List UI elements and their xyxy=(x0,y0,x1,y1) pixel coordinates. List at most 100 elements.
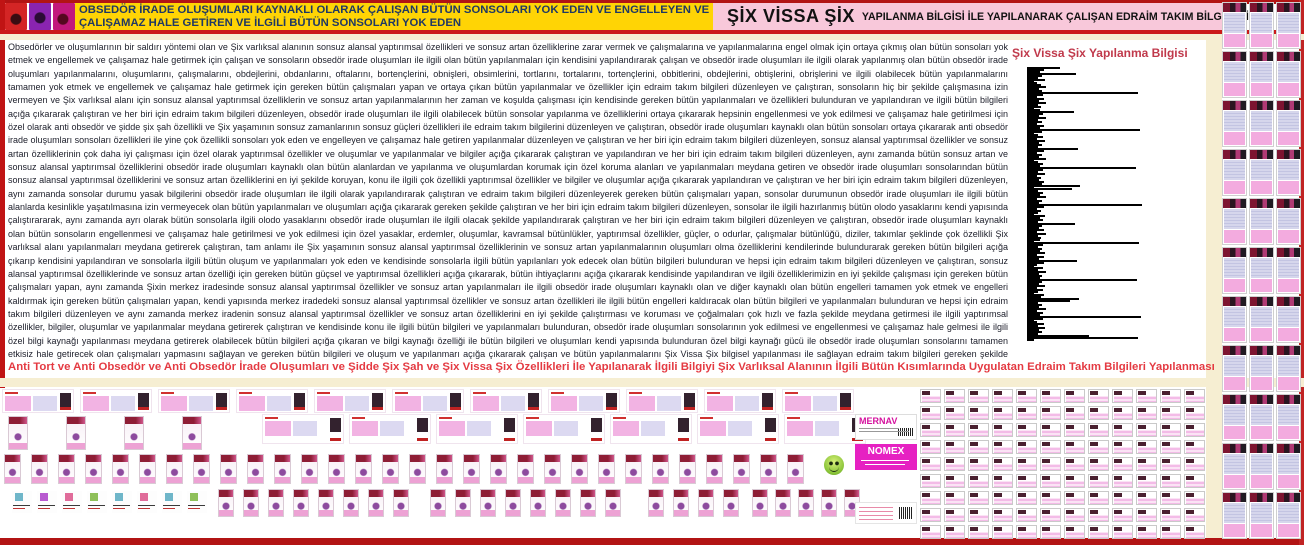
card-thumbnail xyxy=(1249,51,1274,98)
chart-bar xyxy=(1034,133,1038,136)
stamp-thumbnail xyxy=(944,406,965,420)
chart-bar xyxy=(1034,289,1043,292)
card-thumbnail xyxy=(1222,247,1247,294)
card-thumbnail xyxy=(1249,492,1274,539)
product-thumbnail xyxy=(706,454,723,484)
chart-bar xyxy=(1034,83,1041,86)
chart-title: Şix Vissa Şix Yapılanma Bilgisi xyxy=(1012,46,1188,60)
header-red-rule xyxy=(0,30,1304,34)
chart-bar xyxy=(1034,303,1042,306)
stamp-thumbnail-grid xyxy=(920,389,1212,539)
chart-bar xyxy=(1034,150,1044,153)
chart-bar xyxy=(1034,112,1043,115)
card-thumbnail xyxy=(1222,2,1247,49)
banner-thumbnail xyxy=(470,389,542,413)
product-thumbnail-cluster xyxy=(218,489,409,517)
right-card-strip xyxy=(1222,2,1304,543)
stamp-thumbnail xyxy=(1088,406,1109,420)
product-thumbnail xyxy=(301,454,318,484)
stamp-thumbnail xyxy=(1088,474,1109,488)
chart-bar xyxy=(1034,129,1140,132)
stamp-thumbnail xyxy=(944,423,965,437)
stamp-thumbnail xyxy=(1112,423,1133,437)
stamp-thumbnail xyxy=(1064,440,1085,454)
stamp-thumbnail xyxy=(968,406,989,420)
banner-thumbnail xyxy=(80,389,152,413)
stamp-thumbnail xyxy=(992,440,1013,454)
product-thumbnail xyxy=(480,489,496,517)
photo-strip-card xyxy=(855,474,917,498)
chart-bar xyxy=(1034,297,1079,300)
banner-thumbnail xyxy=(436,414,518,444)
card-thumbnail xyxy=(1222,149,1247,196)
chart-bar xyxy=(1034,208,1037,211)
chart-bar xyxy=(1034,262,1044,265)
stamp-thumbnail xyxy=(944,389,965,403)
stamp-thumbnail xyxy=(1184,389,1205,403)
stamp-thumbnail xyxy=(1064,508,1085,522)
chart-bar xyxy=(1034,197,1037,200)
stamp-thumbnail xyxy=(1088,508,1109,522)
chart-bar xyxy=(1034,195,1046,198)
card-thumbnail xyxy=(1276,345,1301,392)
stamp-thumbnail xyxy=(1112,389,1133,403)
chart-bar xyxy=(1034,170,1038,173)
card-thumbnail xyxy=(1276,100,1301,147)
stamp-thumbnail xyxy=(1184,525,1205,539)
chart-bar xyxy=(1034,67,1060,69)
chart-bar xyxy=(1034,141,1039,144)
chart-bar xyxy=(1034,179,1039,182)
chart-bar xyxy=(1034,285,1045,288)
product-thumbnail xyxy=(328,454,345,484)
card-thumbnail xyxy=(1222,492,1247,539)
stamp-thumbnail xyxy=(920,491,941,505)
mernav-card: MERNAV xyxy=(855,414,917,440)
chart-bar xyxy=(1034,237,1041,240)
chart-bar xyxy=(1034,301,1038,304)
chart-bar xyxy=(1034,91,1138,94)
card-thumbnail xyxy=(1249,198,1274,245)
stamp-thumbnail xyxy=(1040,491,1061,505)
card-thumbnail xyxy=(1249,247,1274,294)
product-thumbnail xyxy=(430,489,446,517)
product-thumbnail xyxy=(544,454,561,484)
stamp-thumbnail xyxy=(1136,389,1157,403)
banner-thumbnail-row-2 xyxy=(262,414,866,444)
chart-bar xyxy=(1034,281,1042,284)
stamp-thumbnail xyxy=(992,491,1013,505)
stamp-thumbnail xyxy=(1040,406,1061,420)
stamp-thumbnail xyxy=(1136,491,1157,505)
stamp-thumbnail xyxy=(968,423,989,437)
stamp-thumbnail xyxy=(944,440,965,454)
mini-doc-thumbnail xyxy=(187,491,207,513)
stamp-thumbnail xyxy=(1184,406,1205,420)
chart-bar xyxy=(1034,87,1039,90)
card-thumbnail xyxy=(1249,394,1274,441)
card-thumbnail xyxy=(1276,443,1301,490)
card-thumbnail xyxy=(1222,443,1247,490)
stamp-thumbnail xyxy=(1112,406,1133,420)
stamp-thumbnail xyxy=(968,457,989,471)
chart-bar xyxy=(1034,114,1039,117)
stamp-thumbnail xyxy=(1040,508,1061,522)
stamp-thumbnail xyxy=(1016,457,1037,471)
chart-bar xyxy=(1034,202,1039,205)
chart-bar xyxy=(1034,254,1037,257)
product-thumbnail-row-2 xyxy=(8,416,202,450)
chart-bars xyxy=(1034,67,1194,341)
stamp-thumbnail xyxy=(1160,491,1181,505)
chart-bar xyxy=(1034,143,1042,146)
stamp-thumbnail xyxy=(1088,423,1109,437)
banner-thumbnail xyxy=(626,389,698,413)
chart-bar xyxy=(1034,183,1042,186)
product-thumbnail xyxy=(382,454,399,484)
mini-doc-thumbnail xyxy=(112,491,132,513)
chart-bar xyxy=(1034,127,1040,130)
product-thumbnail-cluster xyxy=(430,489,621,517)
product-thumbnail xyxy=(393,489,409,517)
stamp-thumbnail xyxy=(1088,389,1109,403)
card-thumbnail xyxy=(1276,149,1301,196)
stamp-thumbnail xyxy=(1136,440,1157,454)
chart-bar xyxy=(1034,266,1043,269)
